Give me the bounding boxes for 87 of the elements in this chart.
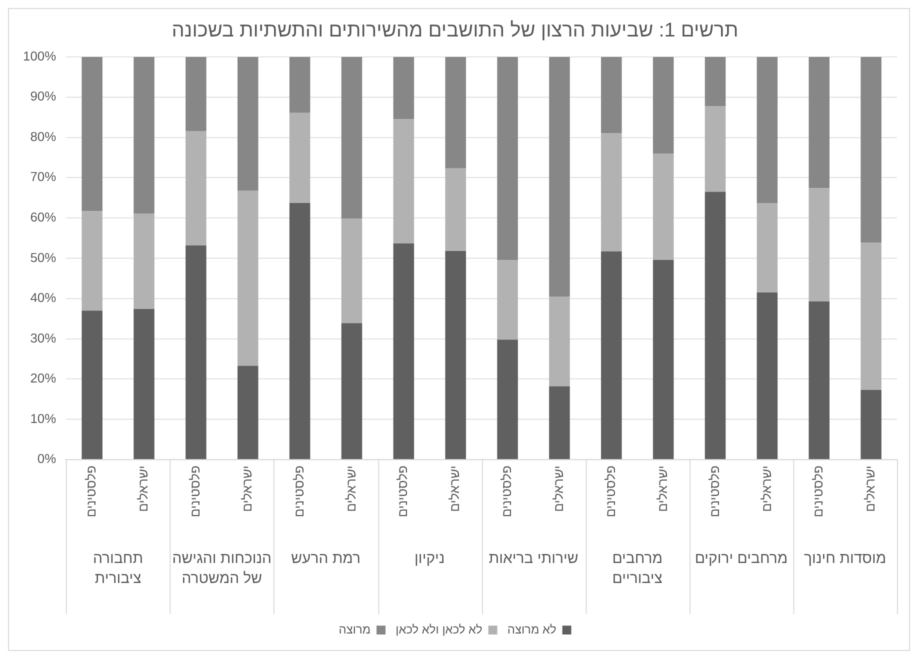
- bar: [601, 132, 622, 252]
- text: תחבורה ציבורית: [93, 550, 144, 587]
- bar: [82, 211, 102, 311]
- bar: [808, 56, 830, 188]
- y-tick-label: 30%: [30, 330, 57, 346]
- bar: [808, 301, 830, 460]
- bar: [134, 56, 154, 214]
- chart-title: תרשים 1: שביעות הרצון של התושבים מהשירותים והתשתיות בשכונה: [172, 19, 738, 42]
- x-tick-label: פלסטינים: [706, 465, 722, 518]
- bar: [186, 130, 206, 246]
- x-tick-label: פלסטינים: [84, 465, 99, 518]
- y-tick-label: 40%: [30, 290, 57, 306]
- bar: [134, 308, 154, 460]
- y-tick-label: 100%: [22, 48, 57, 64]
- bar: [601, 56, 622, 133]
- x-tick-label: ישראלים: [654, 466, 670, 512]
- bar: [860, 242, 882, 390]
- x-tick-label: ישראלים: [239, 466, 254, 512]
- text: הנוכחות והגישה של המשטרה: [172, 550, 272, 587]
- bar: [341, 56, 362, 219]
- bar: [652, 260, 674, 460]
- legend-label: מרוצה: [338, 622, 371, 636]
- bar: [237, 56, 258, 191]
- x-tick-label: ישראלים: [136, 466, 151, 512]
- x-tick-label: פלסטינים: [602, 465, 618, 518]
- bar: [549, 56, 570, 296]
- bar: [704, 56, 726, 106]
- y-tick-label: 60%: [30, 210, 57, 225]
- bar: [237, 366, 258, 460]
- bar: [237, 190, 258, 366]
- x-tick-label: ישראלים: [343, 466, 358, 512]
- y-tick-label: 90%: [30, 88, 57, 104]
- y-tick-label: 20%: [30, 370, 57, 386]
- x-tick-label: ישראלים: [447, 466, 462, 512]
- bar: [186, 245, 206, 460]
- bar: [393, 119, 414, 244]
- x-tick-label: פלסטינים: [395, 465, 410, 518]
- text: ניקיון: [414, 550, 445, 567]
- bar: [289, 203, 310, 460]
- bar: [756, 56, 778, 204]
- bar: [652, 56, 674, 154]
- bar: [549, 386, 570, 460]
- y-tick-label: 70%: [30, 169, 57, 184]
- bar: [704, 106, 726, 192]
- text: מוסדות חינוך: [804, 550, 886, 567]
- legend-label: לא לכאן ולא לכאן: [396, 622, 482, 636]
- bar: [860, 56, 882, 243]
- bar: [393, 56, 414, 120]
- x-tick-label: ישראלים: [862, 466, 878, 512]
- bar: [756, 292, 778, 460]
- bar: [704, 192, 726, 460]
- bar: [652, 154, 674, 260]
- y-tick-label: 10%: [30, 410, 57, 426]
- bar: [82, 56, 102, 212]
- x-tick-label: פלסטינים: [291, 465, 306, 518]
- y-tick-label: 80%: [30, 128, 57, 144]
- x-tick-label: פלסטינים: [188, 465, 203, 518]
- bar: [497, 340, 518, 460]
- bar: [756, 203, 778, 292]
- bar: [341, 323, 362, 460]
- x-tick-label: ישראלים: [551, 466, 566, 512]
- y-tick-label: 50%: [30, 250, 57, 265]
- bar: [497, 56, 518, 260]
- bar: [393, 243, 414, 460]
- bar: [601, 251, 622, 460]
- text: שירותי בריאות: [488, 550, 578, 567]
- y-tick-label: 0%: [37, 451, 57, 466]
- bar: [186, 56, 206, 131]
- bar: [134, 214, 154, 309]
- text: רמת הרעש: [291, 550, 360, 567]
- bar: [289, 112, 310, 204]
- x-tick-label: ישראלים: [758, 466, 774, 512]
- bar: [445, 56, 466, 168]
- x-tick-label: פלסטינים: [499, 465, 514, 518]
- bar: [445, 168, 466, 251]
- bar: [341, 218, 362, 324]
- bar: [289, 56, 310, 113]
- bar: [445, 250, 466, 460]
- bar: [549, 296, 570, 386]
- legend-label: לא מרוצה: [507, 622, 556, 636]
- text: מרחבים ציבוריים: [612, 550, 663, 587]
- bar: [808, 188, 830, 302]
- x-tick-label: פלסטינים: [810, 465, 826, 518]
- bar: [82, 310, 102, 460]
- bar: [497, 260, 518, 340]
- bar: [860, 390, 882, 460]
- text: מרחבים ירוקים: [694, 550, 788, 567]
